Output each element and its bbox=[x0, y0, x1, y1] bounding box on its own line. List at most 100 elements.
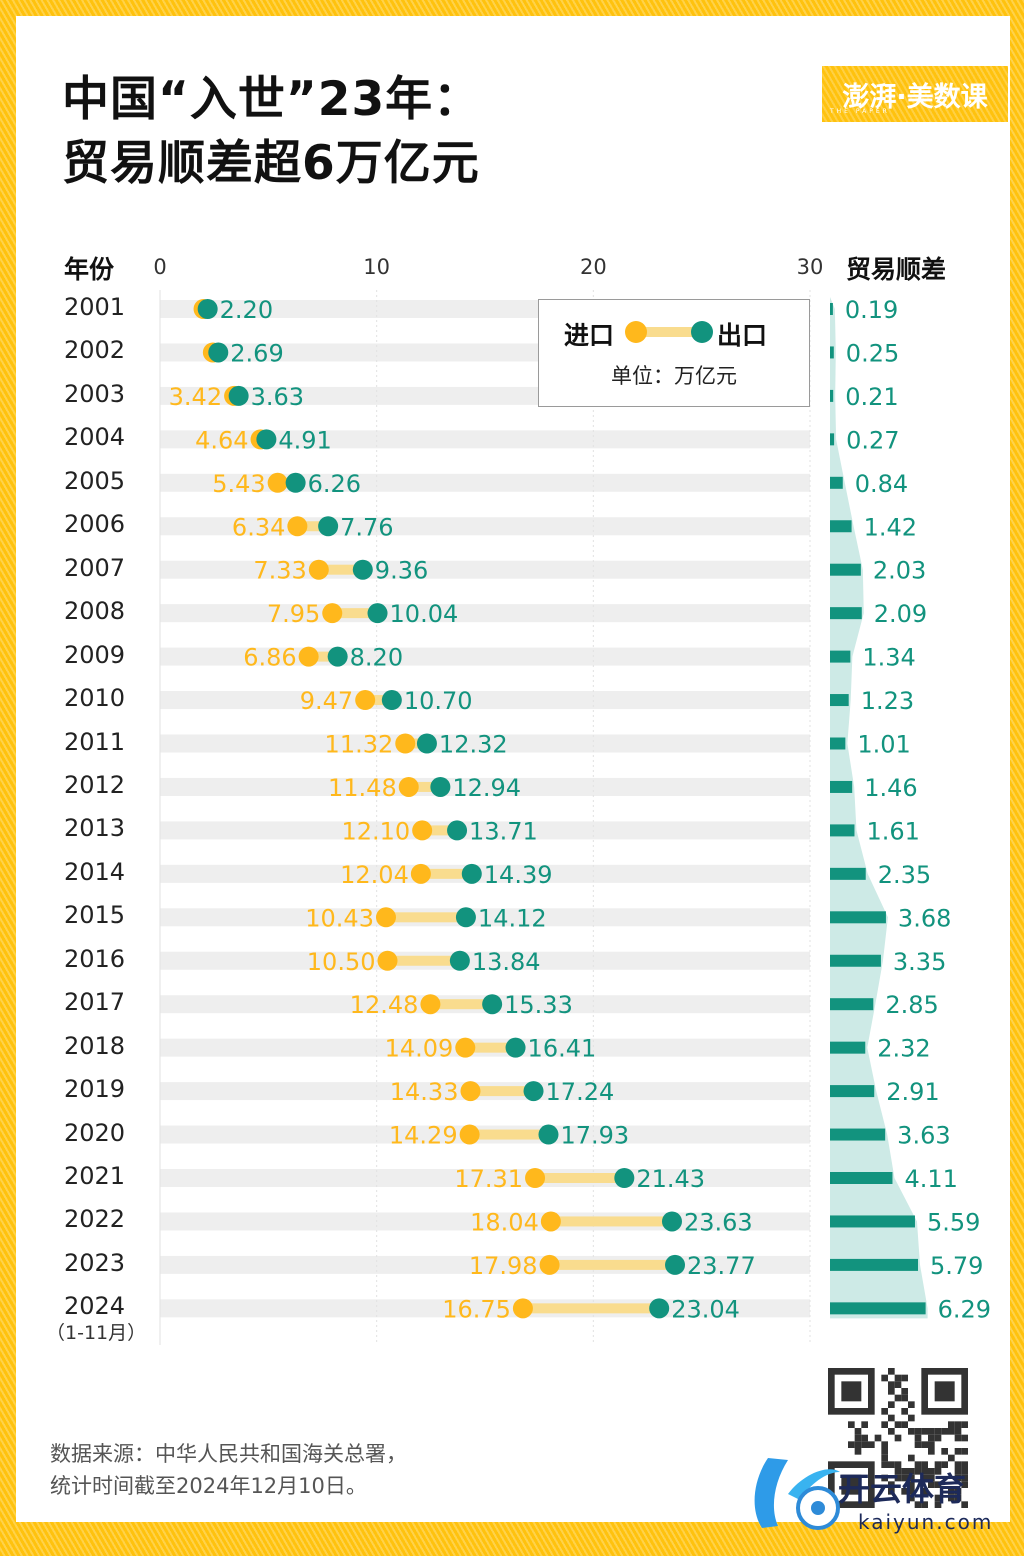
import-value-label: 11.48 bbox=[328, 774, 397, 802]
row-band bbox=[160, 734, 810, 753]
import-dot bbox=[298, 646, 319, 667]
import-dot bbox=[460, 1081, 481, 1102]
import-value-label: 9.47 bbox=[300, 687, 353, 715]
year-label: 2022 bbox=[64, 1205, 126, 1234]
import-export-range-bar bbox=[522, 1303, 660, 1314]
balance-bar bbox=[830, 476, 843, 489]
import-export-range-bar bbox=[422, 825, 458, 836]
year-label: 2005 bbox=[64, 466, 126, 495]
balance-bar bbox=[830, 1215, 915, 1228]
import-dot bbox=[267, 472, 288, 493]
export-dot bbox=[614, 1168, 635, 1188]
import-export-range-bar bbox=[387, 955, 460, 966]
export-dot bbox=[649, 1298, 670, 1319]
balance-bar bbox=[830, 563, 861, 576]
import-dot bbox=[539, 1254, 560, 1275]
balance-value-label: 1.42 bbox=[864, 513, 917, 541]
balance-column-header: 贸易顺差 bbox=[846, 255, 947, 284]
balance-bar bbox=[830, 824, 855, 837]
import-export-range-bar bbox=[470, 1086, 534, 1097]
export-dot bbox=[523, 1081, 544, 1102]
import-dot bbox=[375, 907, 396, 928]
export-value-label: 12.32 bbox=[439, 731, 508, 759]
balance-value-label: 0.84 bbox=[855, 470, 908, 498]
import-dot bbox=[412, 820, 433, 841]
balance-area bbox=[830, 297, 928, 1319]
export-dot bbox=[482, 994, 503, 1015]
export-dot bbox=[256, 429, 277, 450]
import-dot bbox=[287, 516, 308, 537]
qr-code[interactable] bbox=[828, 1368, 968, 1508]
source-line-2: 统计时间截至2024年12月10日。 bbox=[50, 1474, 367, 1498]
export-dot bbox=[352, 559, 373, 580]
brand-logo: 澎湃·美数课 bbox=[822, 66, 1008, 122]
import-export-range-bar bbox=[318, 564, 363, 575]
year-label: 2018 bbox=[64, 1031, 126, 1060]
import-value-label: 7.33 bbox=[253, 557, 306, 585]
balance-bar bbox=[830, 303, 833, 315]
balance-bar bbox=[830, 1041, 866, 1054]
balance-value-label: 3.68 bbox=[898, 904, 951, 932]
export-value-label: 14.39 bbox=[484, 861, 553, 889]
row-band bbox=[160, 430, 810, 449]
import-dot bbox=[512, 1298, 533, 1319]
import-value-label: 3.42 bbox=[169, 383, 222, 411]
row-band bbox=[160, 821, 810, 840]
import-export-range-bar bbox=[297, 521, 329, 532]
export-dot bbox=[285, 472, 306, 493]
balance-bar bbox=[830, 998, 874, 1011]
row-band bbox=[160, 473, 810, 492]
import-export-range-bar bbox=[469, 1129, 549, 1140]
legend-import-label: 进口 bbox=[564, 321, 615, 350]
export-dot bbox=[228, 385, 249, 406]
year-label: 2011 bbox=[64, 727, 126, 756]
import-export-range-bar bbox=[465, 1042, 516, 1053]
import-dot bbox=[355, 690, 376, 711]
import-export-range-bar bbox=[420, 868, 472, 879]
logo-subtext: THE PAPER bbox=[830, 108, 890, 115]
title-line-1: 中国“入世”23年： bbox=[62, 72, 482, 127]
import-value-label: 11.32 bbox=[325, 731, 394, 759]
legend-export-dot bbox=[691, 321, 713, 343]
export-value-label: 14.12 bbox=[478, 904, 547, 932]
balance-bar bbox=[830, 1085, 875, 1098]
balance-bar bbox=[830, 954, 881, 967]
balance-value-label: 1.23 bbox=[861, 687, 914, 715]
legend-range-bar bbox=[631, 327, 706, 337]
export-value-label: 17.93 bbox=[560, 1122, 629, 1150]
balance-bar bbox=[830, 780, 853, 793]
import-export-range-bar bbox=[405, 738, 427, 749]
export-dot bbox=[455, 907, 476, 928]
export-value-label: 8.20 bbox=[350, 644, 403, 672]
import-export-range-bar bbox=[385, 912, 466, 923]
balance-value-label: 2.03 bbox=[873, 557, 926, 585]
legend-swatch bbox=[625, 321, 713, 343]
export-value-label: 10.04 bbox=[390, 600, 459, 628]
year-label: 2010 bbox=[64, 684, 126, 713]
x-tick-label: 30 bbox=[796, 255, 824, 279]
year-label: 2015 bbox=[64, 901, 126, 930]
year-label: 2014 bbox=[64, 857, 126, 886]
year-label: 2012 bbox=[64, 770, 126, 799]
balance-value-label: 2.85 bbox=[885, 991, 938, 1019]
import-value-label: 16.75 bbox=[442, 1295, 511, 1323]
export-dot bbox=[197, 299, 218, 319]
balance-value-label: 2.35 bbox=[878, 861, 931, 889]
balance-bar bbox=[830, 520, 852, 533]
export-dot bbox=[447, 820, 468, 841]
balance-bar bbox=[830, 1172, 893, 1184]
import-dot bbox=[459, 1124, 480, 1145]
import-dot bbox=[525, 1168, 546, 1188]
source-line-1: 数据来源：中华人民共和国海关总署， bbox=[50, 1442, 407, 1466]
balance-value-label: 1.34 bbox=[862, 644, 915, 672]
balance-value-label: 2.32 bbox=[877, 1035, 930, 1063]
watermark-name: 开云体育 bbox=[838, 1470, 967, 1508]
year-label: 2007 bbox=[64, 553, 126, 582]
import-value-label: 6.34 bbox=[232, 513, 285, 541]
export-dot bbox=[449, 950, 470, 971]
balance-value-label: 0.25 bbox=[846, 339, 899, 367]
import-value-label: 14.29 bbox=[389, 1122, 458, 1150]
import-dot bbox=[395, 733, 416, 754]
import-export-range-bar bbox=[332, 608, 378, 619]
year-label: 2009 bbox=[64, 640, 126, 669]
